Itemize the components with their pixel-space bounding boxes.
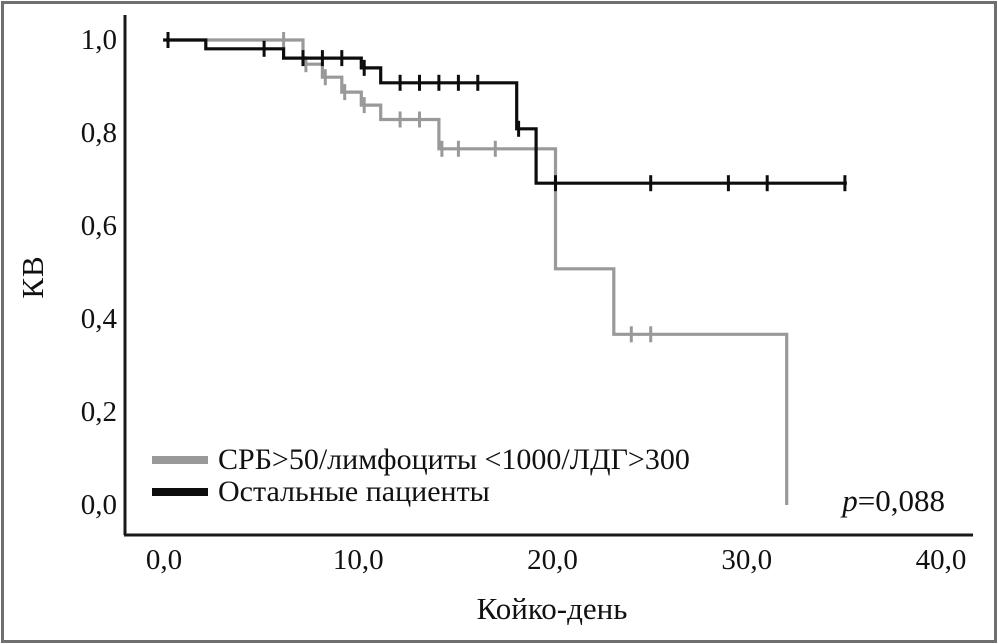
x-tick-label: 10,0 xyxy=(332,544,384,576)
legend: СРБ>50/лимфоциты <1000/ЛДГ>300 Остальные… xyxy=(152,444,690,508)
x-tick-label: 30,0 xyxy=(721,544,773,576)
legend-swatch-black-line xyxy=(152,488,208,496)
legend-label-other-patients: Остальные пациенты xyxy=(218,475,490,508)
legend-item-risk-group: СРБ>50/лимфоциты <1000/ЛДГ>300 xyxy=(152,444,690,476)
survival-curve-black xyxy=(163,38,847,185)
x-axis-title: Койко-день xyxy=(476,591,628,626)
p-value-text: =0,088 xyxy=(857,483,945,518)
x-tick-label: 20,0 xyxy=(527,544,578,576)
y-axis-title: КВ xyxy=(15,255,50,299)
y-tick-label: 0,0 xyxy=(80,489,117,521)
y-tick-label: 0,8 xyxy=(80,117,117,149)
legend-label-risk-group: СРБ>50/лимфоциты <1000/ЛДГ>300 xyxy=(218,443,690,476)
y-tick-label: 1,0 xyxy=(80,24,117,56)
y-tick-label: 0,6 xyxy=(80,210,117,242)
survival-curve-gray xyxy=(167,38,789,505)
x-tick-label: 40,0 xyxy=(915,544,967,576)
y-tick-label: 0,2 xyxy=(80,396,117,428)
legend-item-other-patients: Остальные пациенты xyxy=(152,476,690,508)
y-tick-label: 0,4 xyxy=(80,303,117,335)
legend-swatch-gray-line xyxy=(152,456,208,464)
p-symbol: p xyxy=(842,483,858,518)
x-tick-label: 0,0 xyxy=(145,544,183,576)
p-value-annotation: p=0,088 xyxy=(842,485,945,516)
